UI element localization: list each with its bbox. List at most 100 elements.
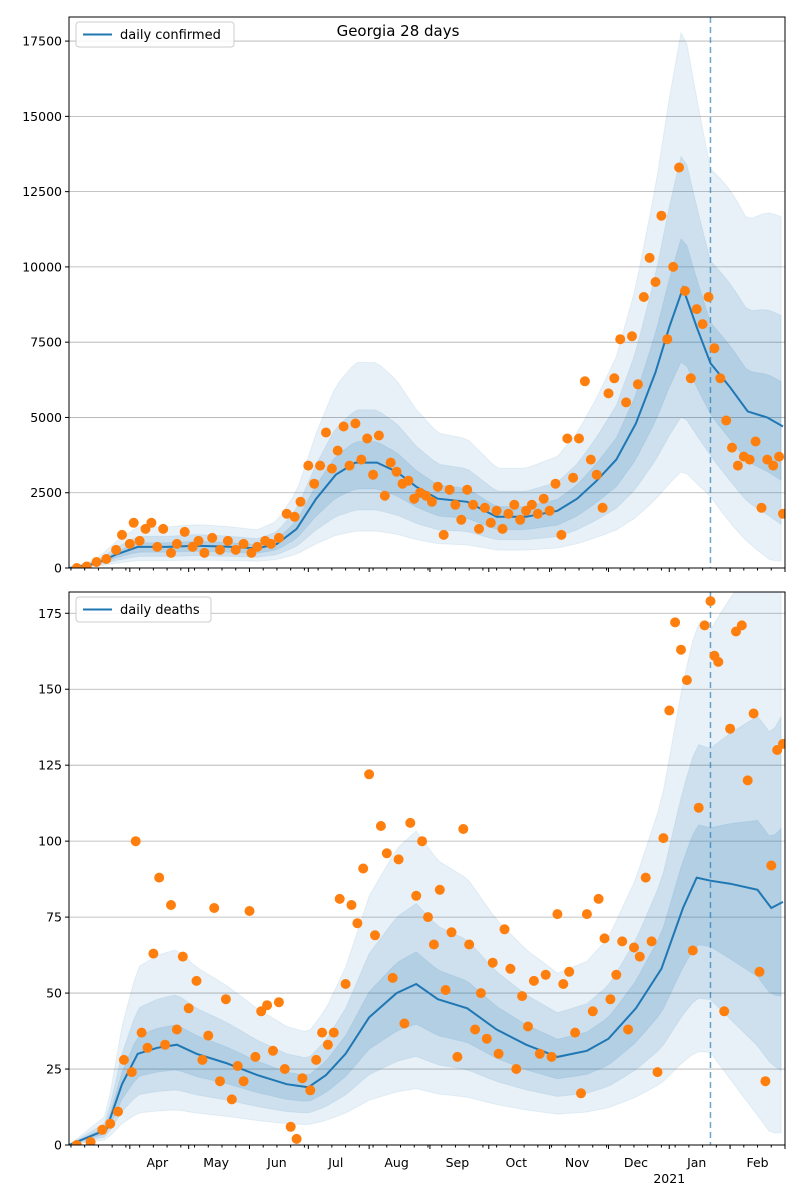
data-point xyxy=(550,478,561,489)
data-point xyxy=(203,1030,214,1041)
data-point xyxy=(760,1076,771,1087)
observed-points xyxy=(71,596,785,1145)
confirmed-panel: Georgia 28 days 0 2500 5000 7500 10000 12500 1… xyxy=(22,16,786,576)
data-point xyxy=(579,376,590,387)
data-point xyxy=(130,836,141,847)
data-point xyxy=(479,502,490,513)
data-point xyxy=(603,388,614,399)
data-point xyxy=(546,1051,557,1062)
data-point xyxy=(544,505,555,516)
data-point xyxy=(199,547,210,558)
data-point xyxy=(668,261,679,272)
data-point xyxy=(681,675,692,686)
data-point xyxy=(485,517,496,528)
x-tick-label: Jun xyxy=(266,1155,287,1170)
data-point xyxy=(732,460,743,471)
data-point xyxy=(470,1024,481,1035)
data-point xyxy=(632,379,643,390)
data-point xyxy=(721,415,732,426)
y-tick-label: 5000 xyxy=(30,410,62,425)
x-tick-label: May xyxy=(203,1155,229,1170)
data-point xyxy=(215,544,225,555)
data-point xyxy=(215,1076,225,1087)
uncertainty-band xyxy=(69,155,782,568)
data-point xyxy=(197,1054,208,1065)
data-point xyxy=(456,514,467,525)
data-point xyxy=(599,933,610,944)
data-point xyxy=(487,957,498,968)
data-point xyxy=(142,1042,153,1053)
data-point xyxy=(511,1064,522,1074)
data-point xyxy=(491,505,502,516)
legend: daily deaths xyxy=(75,596,212,623)
data-point xyxy=(322,1039,333,1050)
data-point xyxy=(426,496,437,507)
data-point xyxy=(774,451,785,462)
data-point xyxy=(166,547,176,558)
data-point xyxy=(209,903,220,913)
axes-frame xyxy=(68,16,786,569)
data-point xyxy=(685,373,696,384)
data-point xyxy=(778,508,785,519)
data-point xyxy=(334,893,345,904)
data-point xyxy=(562,433,573,444)
y-tick-label: 50 xyxy=(46,986,62,1001)
data-point xyxy=(581,909,592,920)
data-point xyxy=(615,334,626,345)
x-tick-label: Apr xyxy=(146,1155,168,1170)
data-point xyxy=(705,596,716,607)
data-point xyxy=(350,418,361,429)
data-point xyxy=(113,1106,123,1117)
data-point xyxy=(742,775,753,786)
data-point xyxy=(505,963,516,974)
data-point xyxy=(317,1027,328,1038)
data-point xyxy=(778,738,785,749)
data-point xyxy=(709,343,720,354)
data-point xyxy=(464,939,475,950)
data-point xyxy=(629,942,639,953)
data-point xyxy=(230,544,241,555)
data-point xyxy=(154,872,165,883)
data-point xyxy=(538,493,549,504)
y-tick-label: 2500 xyxy=(30,485,62,500)
data-point xyxy=(193,535,204,546)
data-point xyxy=(356,454,367,465)
chart-title: Georgia 28 days xyxy=(337,22,460,40)
data-point xyxy=(281,508,292,519)
data-point xyxy=(650,277,661,287)
data-point xyxy=(587,1006,598,1017)
data-point xyxy=(670,617,681,628)
data-point xyxy=(358,863,369,874)
data-point xyxy=(517,991,528,1002)
data-point xyxy=(146,517,157,528)
data-point xyxy=(532,508,543,519)
x-tick-label: Sep xyxy=(446,1155,470,1170)
data-point xyxy=(321,427,331,438)
data-point xyxy=(509,499,520,510)
data-point xyxy=(124,538,135,549)
data-point xyxy=(585,454,596,465)
data-point xyxy=(279,1064,290,1074)
deaths-panel: 0 25 50 75 100 125 150 175 Apr May Jun Jul Aug Sep Oct… xyxy=(38,591,786,1186)
data-point xyxy=(750,436,761,447)
x-tick-label: Jan xyxy=(686,1155,706,1170)
data-point xyxy=(458,824,469,834)
data-point xyxy=(444,484,455,495)
y-tick-label: 150 xyxy=(38,682,62,697)
data-point xyxy=(623,1024,634,1035)
data-point xyxy=(687,945,698,956)
x-tick-label: Jul xyxy=(327,1155,343,1170)
data-point xyxy=(766,860,777,871)
data-point xyxy=(634,951,645,962)
uncertainty-bands xyxy=(69,592,782,1145)
data-point xyxy=(691,304,702,315)
data-point xyxy=(177,951,188,962)
data-point xyxy=(273,997,284,1008)
data-point xyxy=(305,1085,316,1096)
legend-box xyxy=(75,596,212,623)
data-point xyxy=(262,1000,273,1011)
data-point xyxy=(768,460,779,471)
data-point xyxy=(85,1137,96,1145)
data-point xyxy=(391,466,402,477)
y-tick-label: 15000 xyxy=(22,109,62,124)
